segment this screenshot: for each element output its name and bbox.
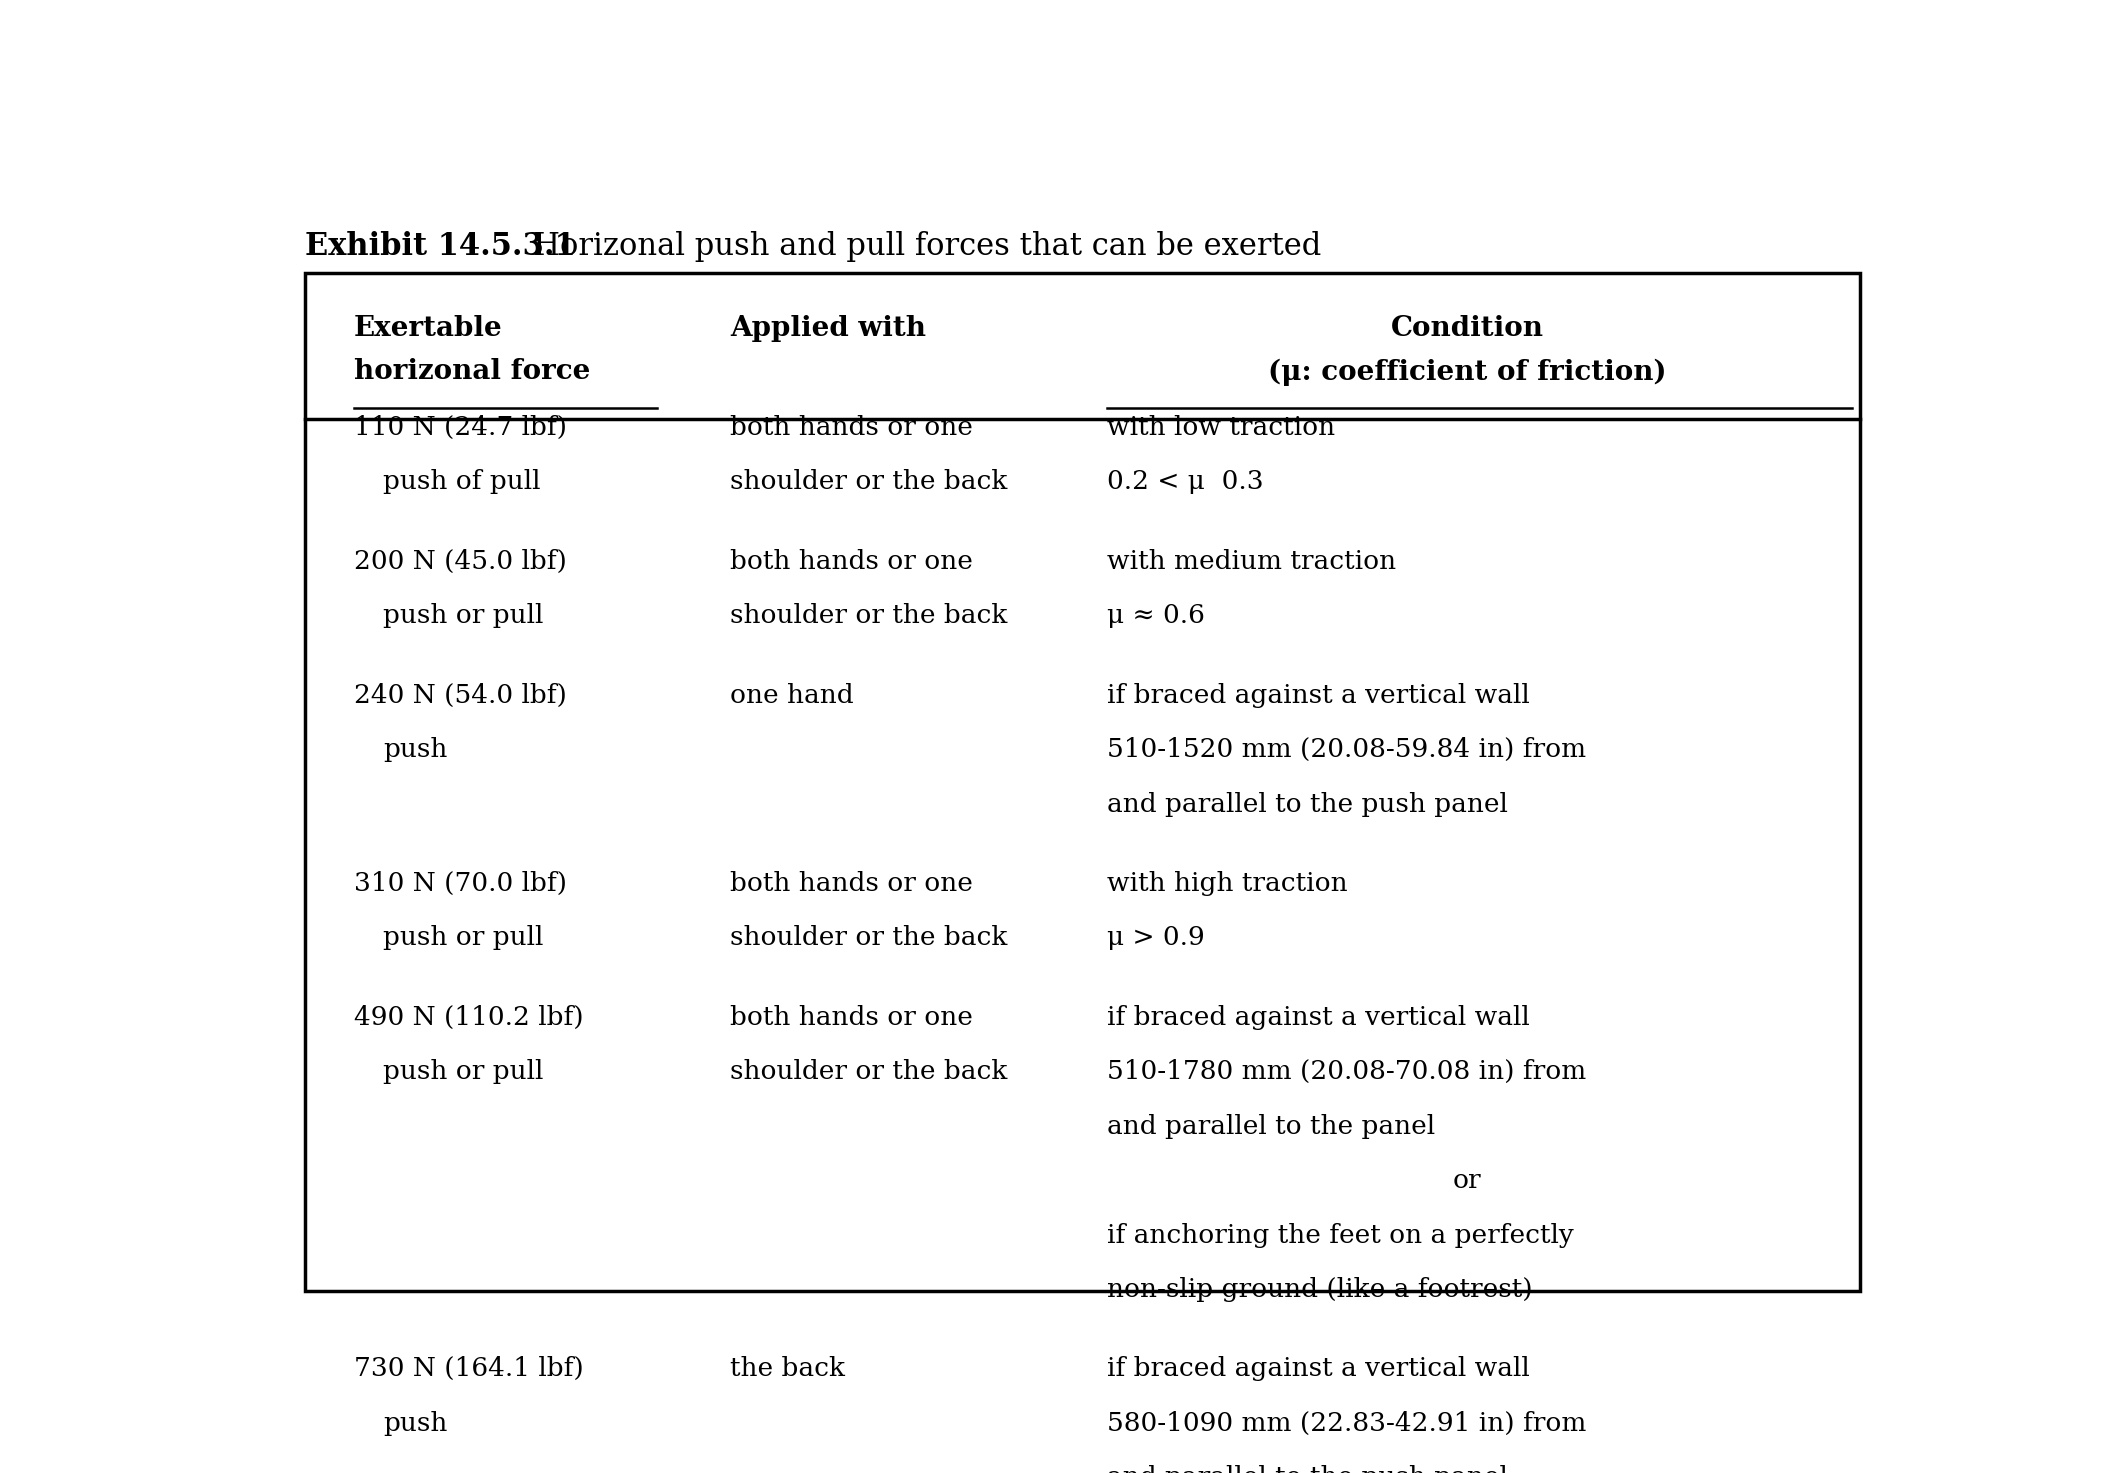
Text: with medium traction: with medium traction [1107, 549, 1396, 574]
Text: 510-1780 mm (20.08-70.08 in) from: 510-1780 mm (20.08-70.08 in) from [1107, 1059, 1586, 1084]
Text: 240 N (54.0 lbf): 240 N (54.0 lbf) [355, 682, 566, 707]
Text: push of pull: push of pull [384, 470, 541, 495]
Text: 310 N (70.0 lbf): 310 N (70.0 lbf) [355, 871, 566, 896]
Text: push or pull: push or pull [384, 925, 545, 950]
Text: if braced against a vertical wall: if braced against a vertical wall [1107, 1357, 1529, 1382]
Text: shoulder or the back: shoulder or the back [731, 604, 1007, 627]
Text: Condition: Condition [1390, 315, 1544, 342]
Text: (μ: coefficient of friction): (μ: coefficient of friction) [1267, 358, 1666, 386]
Text: Exertable: Exertable [355, 315, 503, 342]
Text: with high traction: with high traction [1107, 871, 1347, 896]
Text: if braced against a vertical wall: if braced against a vertical wall [1107, 682, 1529, 707]
Text: push or pull: push or pull [384, 604, 545, 627]
Text: both hands or one: both hands or one [731, 1005, 974, 1030]
Text: Applied with: Applied with [731, 315, 927, 342]
Text: 110 N (24.7 lbf): 110 N (24.7 lbf) [355, 415, 566, 440]
Text: the back: the back [731, 1357, 845, 1382]
Text: push or pull: push or pull [384, 1059, 545, 1084]
Text: 200 N (45.0 lbf): 200 N (45.0 lbf) [355, 549, 566, 574]
Text: and parallel to the push panel: and parallel to the push panel [1107, 1466, 1508, 1473]
Text: 730 N (164.1 lbf): 730 N (164.1 lbf) [355, 1357, 583, 1382]
Text: both hands or one: both hands or one [731, 871, 974, 896]
Text: if anchoring the feet on a perfectly: if anchoring the feet on a perfectly [1107, 1223, 1573, 1248]
Text: Exhibit 14.5.3.1: Exhibit 14.5.3.1 [304, 231, 577, 262]
Text: or: or [1453, 1168, 1481, 1193]
Text: μ ≈ 0.6: μ ≈ 0.6 [1107, 604, 1204, 627]
Text: 0.2 < μ  0.3: 0.2 < μ 0.3 [1107, 470, 1263, 495]
Text: 490 N (110.2 lbf): 490 N (110.2 lbf) [355, 1005, 583, 1030]
Text: push: push [384, 736, 448, 762]
Text: shoulder or the back: shoulder or the back [731, 1059, 1007, 1084]
Text: one hand: one hand [731, 682, 853, 707]
Text: with low traction: with low traction [1107, 415, 1335, 440]
Text: 510-1520 mm (20.08-59.84 in) from: 510-1520 mm (20.08-59.84 in) from [1107, 736, 1586, 762]
Text: 580-1090 mm (22.83-42.91 in) from: 580-1090 mm (22.83-42.91 in) from [1107, 1411, 1586, 1436]
Text: both hands or one: both hands or one [731, 549, 974, 574]
FancyBboxPatch shape [304, 273, 1861, 1290]
Text: non-slip ground (like a footrest): non-slip ground (like a footrest) [1107, 1277, 1533, 1302]
Text: Horizonal push and pull forces that can be exerted: Horizonal push and pull forces that can … [515, 231, 1322, 262]
Text: both hands or one: both hands or one [731, 415, 974, 440]
Text: and parallel to the push panel: and parallel to the push panel [1107, 791, 1508, 816]
Text: μ > 0.9: μ > 0.9 [1107, 925, 1204, 950]
Text: and parallel to the panel: and parallel to the panel [1107, 1114, 1434, 1139]
Text: if braced against a vertical wall: if braced against a vertical wall [1107, 1005, 1529, 1030]
Text: shoulder or the back: shoulder or the back [731, 470, 1007, 495]
Text: push: push [384, 1411, 448, 1436]
Text: horizonal force: horizonal force [355, 358, 591, 386]
Text: shoulder or the back: shoulder or the back [731, 925, 1007, 950]
